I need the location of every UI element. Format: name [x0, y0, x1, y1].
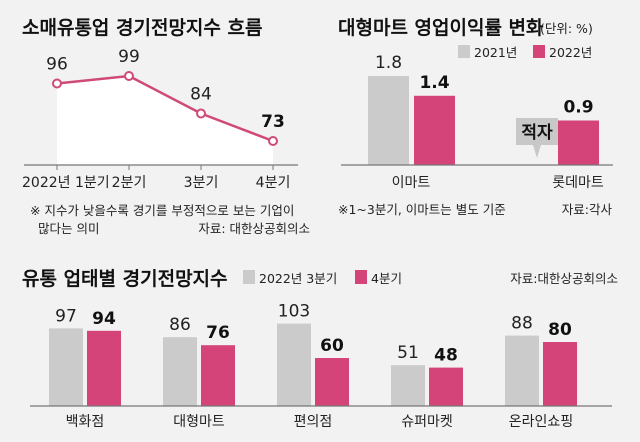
chart2-title: 대형마트 영업이익률 변화	[338, 17, 544, 39]
data-label: 84	[190, 85, 212, 105]
bar-2022	[414, 95, 455, 165]
x-tick-label: 4분기	[256, 175, 291, 191]
category-label: 이마트	[392, 175, 431, 191]
category-label: 롯데마트	[552, 175, 604, 191]
category-label: 편의점	[294, 414, 333, 430]
bar-value-label: 1.8	[375, 53, 402, 73]
data-label: 73	[261, 112, 285, 132]
bar-chart-sector-outlook: 유통 업태별 경기전망지수 2022년 3분기 4분기 자료:대한상공회의소 9…	[22, 268, 618, 430]
data-point	[196, 108, 206, 119]
bar-q4	[87, 330, 121, 406]
bar-q3	[49, 328, 83, 406]
chart1-note-line2: 많다는 의미	[38, 221, 99, 236]
bar-value-label: 76	[206, 323, 230, 343]
bar-q3	[163, 337, 197, 406]
chart1-note-line1: ※ 지수가 낮을수록 경기를 부정적으로 보는 기업이	[30, 203, 294, 218]
legend-swatch-q4	[355, 270, 367, 284]
bar-value-label: 60	[320, 336, 344, 356]
legend-label-q4: 4분기	[371, 271, 402, 286]
bar-value-label: 48	[434, 346, 458, 366]
deficit-callout-pointer	[533, 145, 541, 158]
chart1-source: 자료: 대한상공회의소	[198, 221, 310, 236]
chart3-source: 자료:대한상공회의소	[510, 271, 618, 286]
bar-value-label: 103	[278, 302, 310, 322]
bar-value-label: 80	[548, 320, 572, 340]
legend-label-q3: 2022년 3분기	[259, 271, 337, 286]
bar-value-label: 97	[55, 306, 77, 326]
data-point	[124, 71, 134, 81]
bar-2022	[558, 120, 599, 165]
data-point	[52, 78, 62, 89]
line-chart-retail-outlook: 소매유통업 경기전망지수 흐름 2022년 1분기 2분기 3분기 4분기 96 99 8…	[22, 17, 310, 236]
chart3-title: 유통 업태별 경기전망지수	[22, 268, 228, 290]
chart2-source: 자료:각사	[562, 202, 613, 217]
bar-q3	[277, 323, 311, 406]
series-line	[56, 74, 274, 143]
legend-label-2022: 2022년	[549, 45, 592, 60]
bar-value-label: 94	[92, 309, 116, 329]
bar-2021	[368, 76, 409, 165]
legend-swatch-q3	[243, 270, 255, 284]
bar-value-label: 86	[169, 315, 191, 335]
data-label: 99	[118, 47, 140, 67]
deficit-callout	[516, 118, 558, 145]
bar-q3	[505, 335, 539, 406]
bar-value-label: 1.4	[419, 73, 449, 93]
bar-value-label: 88	[511, 314, 533, 334]
bar-q4	[201, 345, 235, 406]
bar-q4	[543, 342, 577, 406]
legend-label-2021: 2021년	[474, 45, 517, 60]
bar-q3	[391, 365, 425, 406]
category-label: 슈퍼마켓	[401, 414, 453, 430]
chart2-unit: (단위: %)	[540, 21, 593, 36]
bar-q4	[315, 358, 349, 406]
chart1-title: 소매유통업 경기전망지수 흐름	[22, 17, 262, 39]
bar-value-label: 51	[397, 343, 419, 363]
deficit-label: 적자	[521, 123, 553, 143]
x-tick-label: 3분기	[184, 175, 219, 191]
chart2-note: ※1~3분기, 이마트는 별도 기준	[338, 202, 506, 217]
category-label: 온라인쇼핑	[509, 414, 573, 430]
bar-chart-margin: 대형마트 영업이익률 변화 (단위: %) 2021년 2022년 1.8 1.4…	[338, 17, 613, 217]
legend-swatch-2021	[458, 45, 470, 58]
bar-value-label: 0.9	[563, 98, 593, 118]
bar-q4	[429, 367, 463, 406]
x-tick-label: 2022년 1분기	[22, 175, 110, 191]
data-point	[268, 136, 278, 146]
legend-swatch-2022	[533, 45, 545, 58]
category-label: 백화점	[66, 414, 105, 430]
line-area-fill	[57, 76, 273, 165]
category-label: 대형마트	[173, 414, 225, 430]
data-label: 96	[46, 55, 68, 75]
x-tick-label: 2분기	[112, 175, 147, 191]
